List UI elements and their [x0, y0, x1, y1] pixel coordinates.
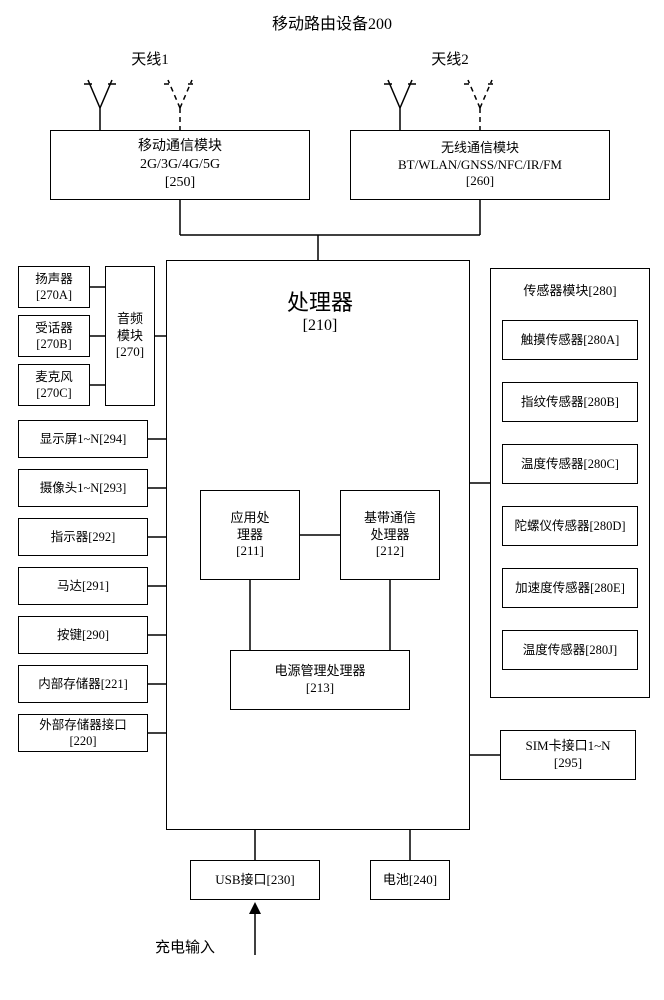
sensor-item-4: 加速度传感器[280E]: [502, 568, 638, 608]
left-periph-5: 内部存储器[221]: [18, 665, 148, 703]
sensor-item-5: 温度传感器[280J]: [502, 630, 638, 670]
processor-title: 处理器[210]: [260, 285, 380, 335]
audio-child-1: 受话器[270B]: [18, 315, 90, 357]
usb-interface: USB接口[230]: [190, 860, 320, 900]
left-periph-6: 外部存储器接口[220]: [18, 714, 148, 752]
mobile-comm-module: 移动通信模块2G/3G/4G/5G[250]: [50, 130, 310, 200]
wireless-comm-module: 无线通信模块BT/WLAN/GNSS/NFC/IR/FM[260]: [350, 130, 610, 200]
battery: 电池[240]: [370, 860, 450, 900]
diagram-title: 移动路由设备200: [232, 10, 432, 34]
sensor-module-title: 传感器模块[280]: [500, 280, 640, 299]
baseband-processor: 基带通信处理器[212]: [340, 490, 440, 580]
charge-input-label: 充电输入: [140, 936, 230, 957]
sensor-item-1: 指纹传感器[280B]: [502, 382, 638, 422]
sensor-item-2: 温度传感器[280C]: [502, 444, 638, 484]
left-periph-1: 摄像头1~N[293]: [18, 469, 148, 507]
antenna-right-label: 天线2: [420, 48, 480, 69]
app-processor: 应用处理器[211]: [200, 490, 300, 580]
left-periph-3: 马达[291]: [18, 567, 148, 605]
antenna-left-label: 天线1: [120, 48, 180, 69]
sensor-item-0: 触摸传感器[280A]: [502, 320, 638, 360]
left-periph-0: 显示屏1~N[294]: [18, 420, 148, 458]
audio-child-0: 扬声器[270A]: [18, 266, 90, 308]
audio-module: 音频模块[270]: [105, 266, 155, 406]
left-periph-2: 指示器[292]: [18, 518, 148, 556]
power-mgmt-processor: 电源管理处理器[213]: [230, 650, 410, 710]
audio-child-2: 麦克风[270C]: [18, 364, 90, 406]
sensor-item-3: 陀螺仪传感器[280D]: [502, 506, 638, 546]
sim-interface: SIM卡接口1~N[295]: [500, 730, 636, 780]
left-periph-4: 按键[290]: [18, 616, 148, 654]
